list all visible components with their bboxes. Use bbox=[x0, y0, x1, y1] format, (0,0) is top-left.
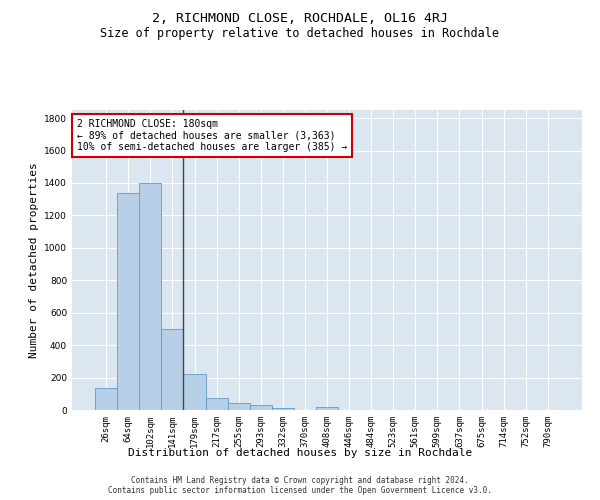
Text: 2 RICHMOND CLOSE: 180sqm
← 89% of detached houses are smaller (3,363)
10% of sem: 2 RICHMOND CLOSE: 180sqm ← 89% of detach… bbox=[77, 119, 347, 152]
Bar bbox=[316, 407, 338, 410]
Text: Contains HM Land Registry data © Crown copyright and database right 2024.
Contai: Contains HM Land Registry data © Crown c… bbox=[108, 476, 492, 495]
Y-axis label: Number of detached properties: Number of detached properties bbox=[29, 162, 38, 358]
Bar bbox=[184, 374, 206, 410]
Text: Distribution of detached houses by size in Rochdale: Distribution of detached houses by size … bbox=[128, 448, 472, 458]
Bar bbox=[95, 388, 117, 410]
Text: Size of property relative to detached houses in Rochdale: Size of property relative to detached ho… bbox=[101, 28, 499, 40]
Bar bbox=[139, 183, 161, 410]
Text: 2, RICHMOND CLOSE, ROCHDALE, OL16 4RJ: 2, RICHMOND CLOSE, ROCHDALE, OL16 4RJ bbox=[152, 12, 448, 26]
Bar bbox=[117, 192, 139, 410]
Bar bbox=[250, 406, 272, 410]
Bar bbox=[227, 402, 250, 410]
Bar bbox=[206, 398, 227, 410]
Bar bbox=[161, 329, 184, 410]
Bar bbox=[272, 408, 294, 410]
